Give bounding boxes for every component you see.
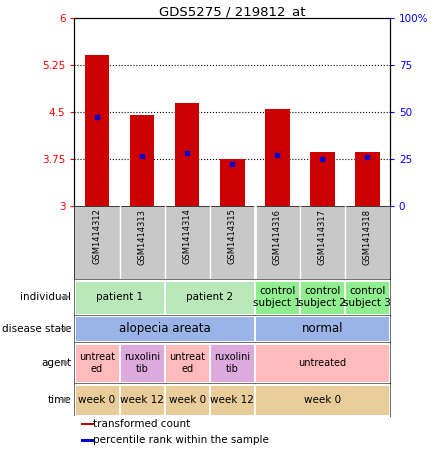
- Bar: [75, 344, 119, 382]
- Bar: [255, 385, 389, 414]
- Text: GSM1414316: GSM1414316: [273, 208, 282, 265]
- Bar: [265, 109, 290, 207]
- Text: time: time: [48, 395, 71, 405]
- Text: GSM1414314: GSM1414314: [183, 208, 191, 265]
- Title: GDS5275 / 219812_at: GDS5275 / 219812_at: [159, 5, 305, 18]
- Text: agent: agent: [41, 358, 71, 368]
- Text: GSM1414312: GSM1414312: [92, 208, 102, 265]
- Bar: [75, 316, 254, 341]
- Text: GSM1414313: GSM1414313: [138, 208, 147, 265]
- Bar: [175, 103, 199, 207]
- Bar: [210, 385, 254, 414]
- Point: [319, 156, 326, 163]
- Text: disease state: disease state: [2, 324, 71, 334]
- Bar: [165, 280, 254, 313]
- Point: [93, 114, 100, 121]
- Bar: [210, 344, 254, 382]
- Text: ruxolini
tib: ruxolini tib: [214, 352, 250, 374]
- Text: patient 2: patient 2: [186, 292, 233, 302]
- Text: week 12: week 12: [120, 395, 164, 405]
- Bar: [255, 344, 389, 382]
- Text: GSM1414315: GSM1414315: [228, 208, 237, 265]
- Bar: [355, 152, 380, 207]
- Bar: [300, 280, 344, 313]
- Text: patient 1: patient 1: [96, 292, 143, 302]
- Text: week 0: week 0: [169, 395, 206, 405]
- Bar: [165, 344, 209, 382]
- Text: individual: individual: [20, 292, 71, 302]
- Bar: [120, 385, 164, 414]
- Text: alopecia areata: alopecia areata: [119, 322, 210, 335]
- Text: normal: normal: [301, 322, 343, 335]
- Point: [184, 149, 191, 157]
- Text: week 0: week 0: [304, 395, 341, 405]
- Text: control
subject 2: control subject 2: [298, 286, 346, 308]
- Bar: [130, 116, 155, 207]
- Text: percentile rank within the sample: percentile rank within the sample: [93, 435, 269, 445]
- Bar: [75, 385, 119, 414]
- Text: week 12: week 12: [210, 395, 254, 405]
- Text: control
subject 1: control subject 1: [253, 286, 301, 308]
- Text: untreated: untreated: [298, 358, 346, 368]
- Text: week 0: week 0: [78, 395, 116, 405]
- Text: ruxolini
tib: ruxolini tib: [124, 352, 160, 374]
- Point: [138, 153, 145, 160]
- Bar: [81, 439, 95, 442]
- Bar: [345, 280, 389, 313]
- Text: GSM1414317: GSM1414317: [318, 208, 327, 265]
- Text: control
subject 3: control subject 3: [343, 286, 391, 308]
- Bar: [255, 316, 389, 341]
- Bar: [85, 54, 110, 207]
- Bar: [310, 152, 335, 207]
- Bar: [165, 385, 209, 414]
- Text: untreat
ed: untreat ed: [79, 352, 115, 374]
- Bar: [255, 280, 299, 313]
- Text: transformed count: transformed count: [93, 419, 191, 429]
- Point: [364, 154, 371, 161]
- Point: [229, 160, 236, 167]
- Bar: [75, 280, 164, 313]
- Bar: [81, 423, 95, 425]
- Bar: [220, 159, 244, 207]
- Text: untreat
ed: untreat ed: [169, 352, 205, 374]
- Point: [274, 151, 281, 159]
- Text: GSM1414318: GSM1414318: [363, 208, 372, 265]
- Bar: [120, 344, 164, 382]
